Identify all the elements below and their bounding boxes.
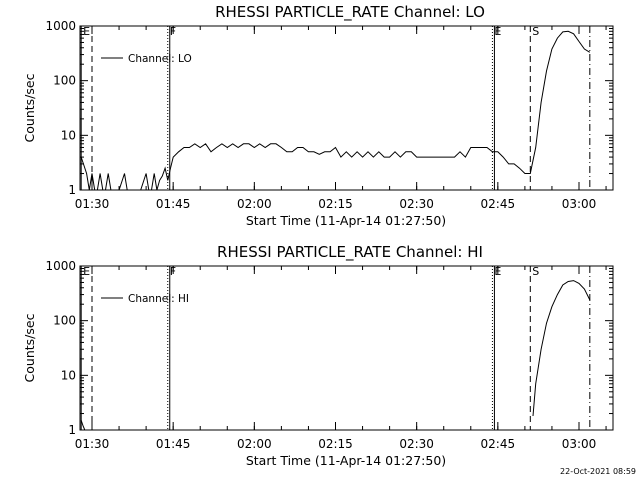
chart-panel-hi: RHESSI PARTICLE_RATE Channel: HI Counts/… — [22, 243, 614, 468]
y-tick-label: 100 — [53, 74, 76, 88]
x-axis-label: Start Time (11-Apr-14 01:27:50) — [246, 453, 446, 468]
y-tick-label: 1000 — [45, 19, 76, 33]
plot-frame — [79, 25, 614, 191]
series-line — [532, 280, 591, 417]
x-tick-label: 02:15 — [318, 437, 353, 451]
x-tick-label: 01:30 — [75, 437, 110, 451]
plot-frame — [79, 265, 614, 431]
x-tick-label: 02:45 — [481, 437, 516, 451]
x-axis-label: Start Time (11-Apr-14 01:27:50) — [246, 213, 446, 228]
y-tick-label: 1000 — [45, 259, 76, 273]
flag-label: E — [494, 265, 501, 278]
flag-label: F — [170, 265, 176, 278]
y-tick-label: 1 — [68, 423, 76, 437]
timestamp: 22-Oct-2021 08:59 — [560, 467, 636, 476]
x-tick-label: 01:30 — [75, 197, 110, 211]
x-tick-label: 02:00 — [237, 197, 272, 211]
x-tick-label: 01:45 — [156, 437, 191, 451]
flag-label: E — [494, 25, 501, 38]
x-tick-label: 02:00 — [237, 437, 272, 451]
axis-ticks: 1 10 100 1000 01:30 01:45 02:00 02:15 02:30 02:45… — [45, 19, 613, 211]
flag-label: S — [532, 25, 539, 38]
y-tick-label: 10 — [61, 368, 76, 382]
y-tick-label: 1 — [68, 183, 76, 197]
y-axis-label: Counts/sec — [22, 73, 37, 142]
legend-label: Channel: LO — [128, 53, 192, 65]
y-tick-label: 10 — [61, 128, 76, 142]
x-tick-label: 02:30 — [399, 197, 434, 211]
flag-label: E — [83, 265, 90, 278]
x-tick-label: 02:45 — [481, 197, 516, 211]
flag-label: S — [532, 265, 539, 278]
legend: Channel: HI — [101, 293, 189, 305]
chart-title: RHESSI PARTICLE_RATE Channel: LO — [215, 3, 485, 22]
axis-ticks: 1 10 100 1000 01:30 01:45 02:00 02:15 02:30 02:45… — [45, 259, 613, 451]
x-tick-label: 03:00 — [562, 197, 597, 211]
legend: Channel: LO — [101, 53, 192, 65]
x-tick-label: 02:15 — [318, 197, 353, 211]
data-series — [80, 30, 591, 191]
x-tick-label: 03:00 — [562, 437, 597, 451]
flag-label: E — [83, 25, 90, 38]
legend-label: Channel: HI — [128, 293, 189, 305]
y-tick-label: 100 — [53, 314, 76, 328]
series-line — [80, 420, 86, 431]
chart-panel-lo: RHESSI PARTICLE_RATE Channel: LO Counts/… — [22, 3, 614, 228]
series-line — [80, 30, 591, 191]
x-tick-label: 01:45 — [156, 197, 191, 211]
flag-label: F — [170, 25, 176, 38]
x-tick-label: 02:30 — [399, 437, 434, 451]
y-axis-label: Counts/sec — [22, 313, 37, 382]
data-series — [80, 280, 591, 431]
chart-title: RHESSI PARTICLE_RATE Channel: HI — [217, 243, 483, 262]
